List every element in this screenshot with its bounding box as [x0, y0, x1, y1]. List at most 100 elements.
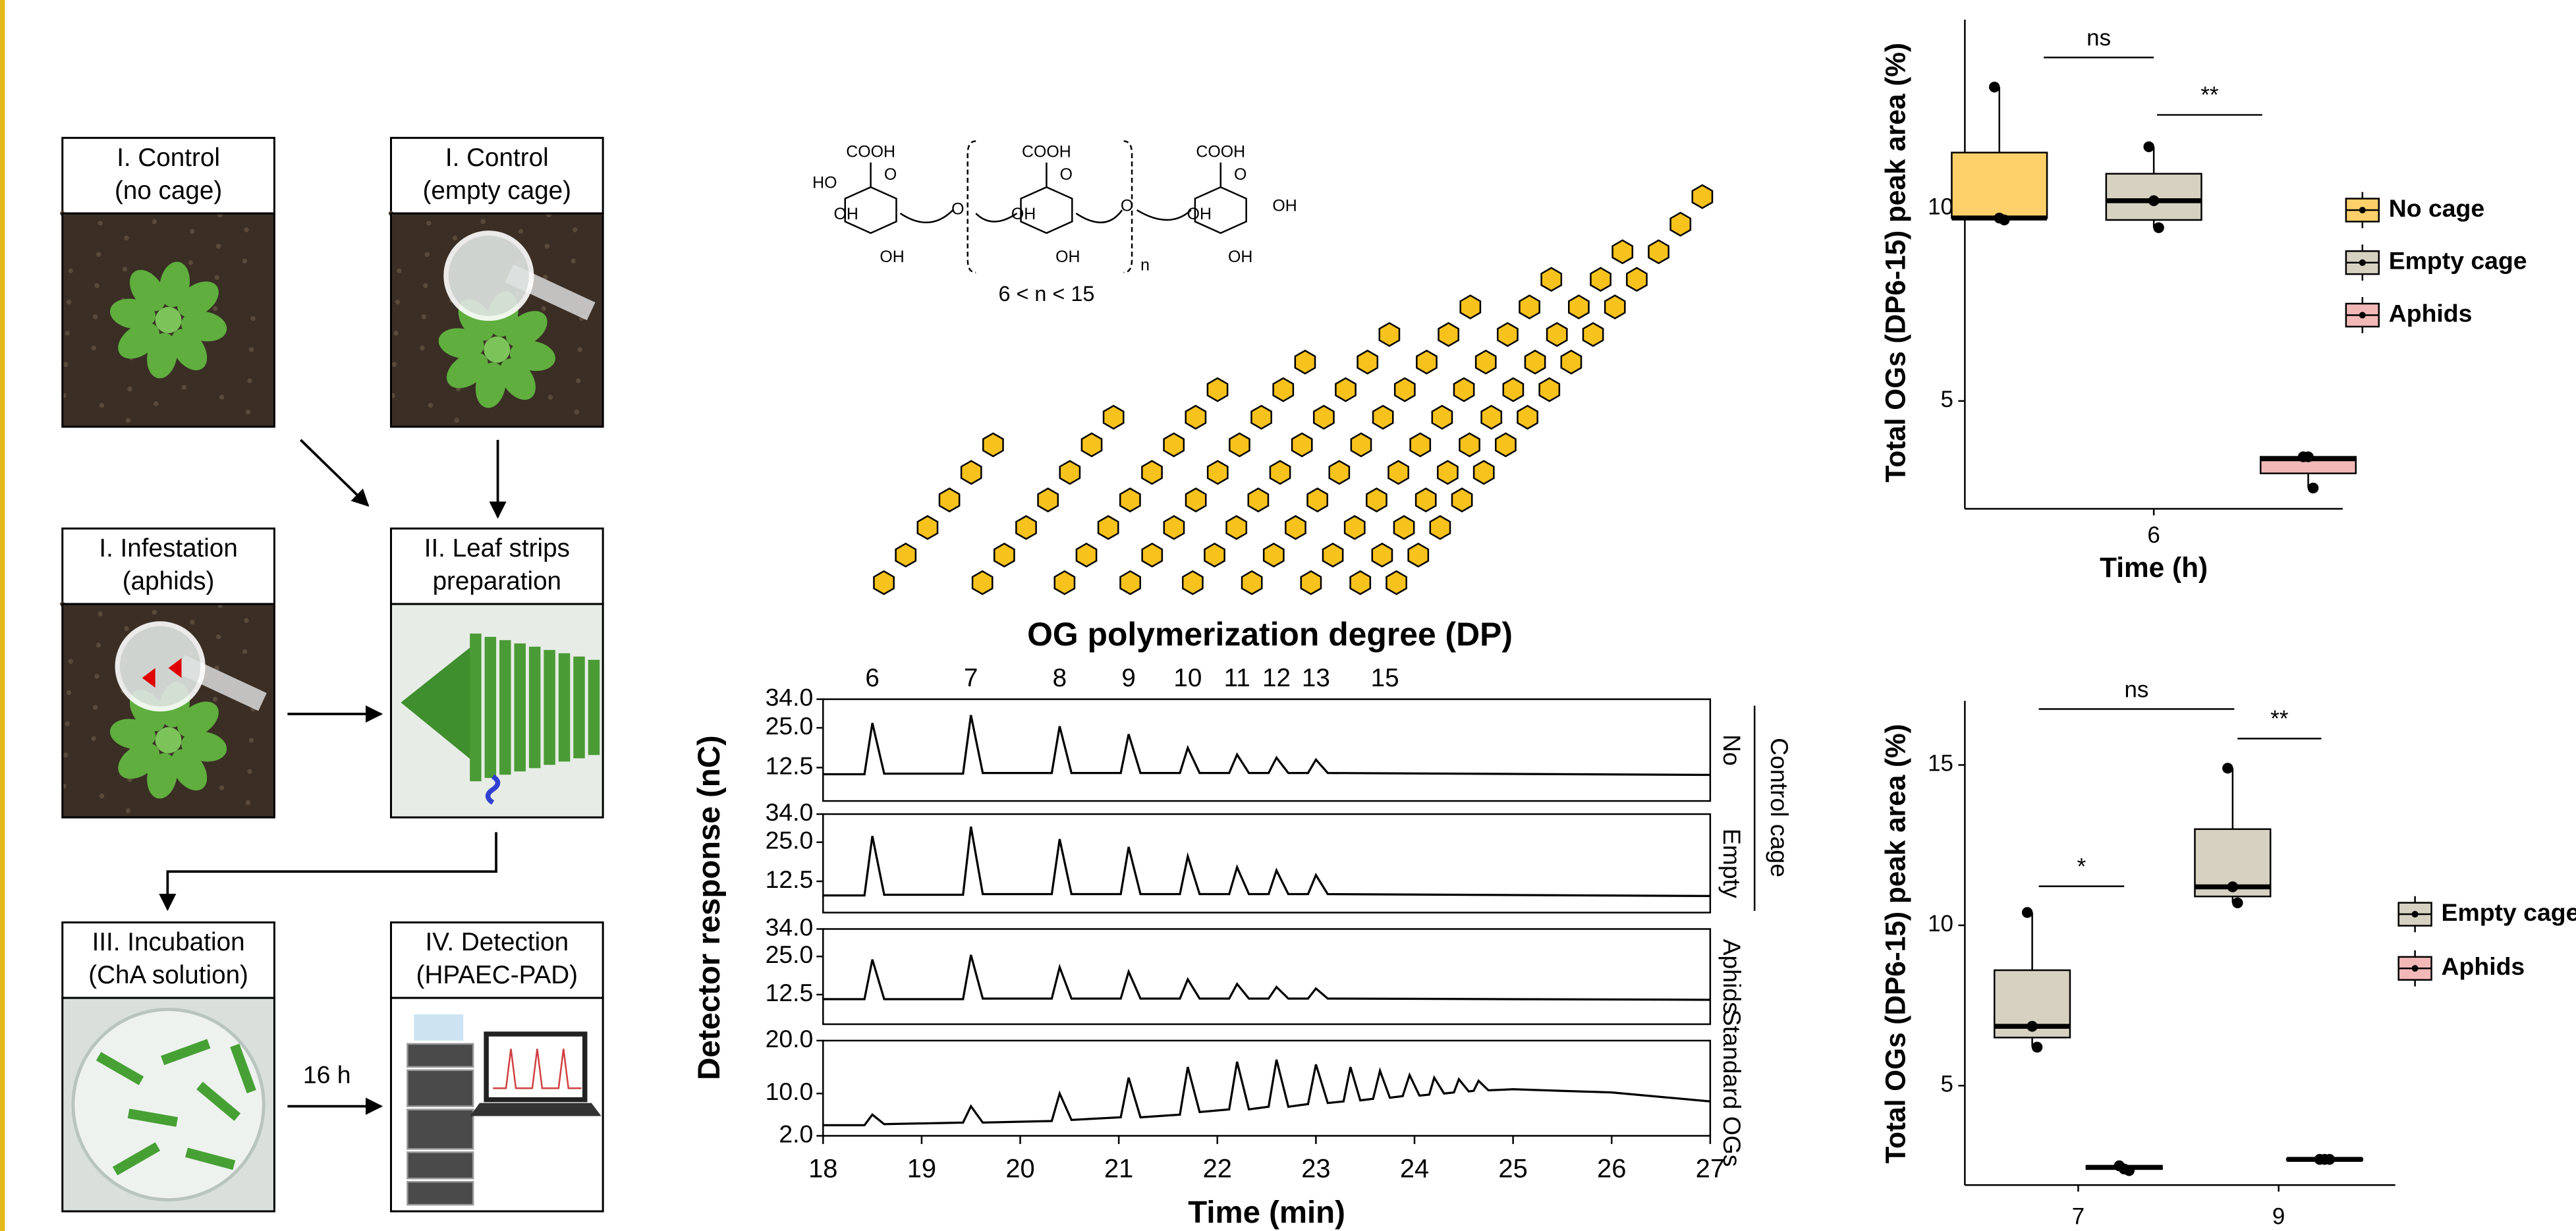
- atom-label: O: [884, 165, 897, 184]
- box: [1951, 151, 2048, 219]
- monomer: [1185, 487, 1207, 512]
- step-label: I. Control: [117, 144, 220, 172]
- structure-range: 6 < n < 15: [998, 282, 1094, 306]
- y-axis-label: Total OGs (DP6-15) peak area (%): [1880, 43, 1911, 483]
- monomer: [1648, 239, 1669, 265]
- atom-label: OH: [1187, 205, 1212, 223]
- monomer: [1438, 321, 1459, 347]
- soil-grain: [576, 378, 581, 383]
- leaf: [118, 743, 160, 779]
- y-tick-label: 12.5: [766, 752, 814, 779]
- step-header: [389, 921, 604, 999]
- point: [2027, 1021, 2038, 1032]
- soil-grain: [91, 736, 96, 742]
- panel-label: No: [1718, 734, 1746, 766]
- soil-grain: [188, 260, 194, 265]
- sugar-ring: [1194, 186, 1247, 234]
- monomer: [1241, 570, 1263, 595]
- dp-label: 7: [964, 664, 978, 692]
- group-label: Control cage: [1766, 738, 1793, 877]
- monomer: [1409, 432, 1432, 458]
- atom-label: O: [1121, 197, 1133, 215]
- y-tick-label: 5: [1941, 387, 1953, 412]
- leaf: [505, 311, 547, 347]
- soil-grain: [423, 283, 428, 288]
- atom-label: OH: [834, 205, 858, 223]
- dp-label: 12: [1262, 664, 1291, 692]
- panel-label: Aphids: [1718, 939, 1746, 1014]
- x-tick-label: 26: [1597, 1154, 1626, 1183]
- atom-label: OH: [1055, 248, 1080, 266]
- monomer: [1119, 570, 1141, 595]
- soil-grain: [92, 314, 98, 319]
- monomer: [1611, 239, 1634, 265]
- monomer: [1451, 487, 1473, 512]
- monomer: [1250, 404, 1272, 430]
- y-axis-label: Detector response (nC): [692, 735, 727, 1080]
- legend-label: Aphids: [2389, 299, 2473, 327]
- step-header: [389, 136, 604, 215]
- atom-label: n: [1140, 256, 1150, 274]
- atom-label: OH: [1228, 248, 1252, 266]
- monomer: [1371, 542, 1393, 568]
- oligomer-chain: [1182, 321, 1401, 595]
- y-tick-label: 25.0: [766, 712, 814, 740]
- soil-grain: [242, 649, 248, 655]
- dp-label: 10: [1173, 664, 1202, 692]
- cage: [443, 231, 534, 321]
- soil-grain: [66, 690, 72, 696]
- soil-grain: [248, 347, 254, 352]
- step-label: I. Infestation: [99, 534, 237, 562]
- monomer: [1300, 570, 1322, 595]
- monomer: [1431, 404, 1453, 430]
- monomer: [1459, 432, 1480, 458]
- leaf-strip: [127, 1108, 179, 1127]
- panel-frame: [822, 1039, 1712, 1137]
- monomer: [1386, 570, 1407, 595]
- bracket: [966, 140, 976, 273]
- monomer: [1546, 321, 1568, 347]
- monomer: [1669, 211, 1692, 237]
- leaf-strip: [528, 646, 541, 769]
- oligomer-chain: [1386, 184, 1714, 595]
- monomer: [1225, 515, 1248, 540]
- monomer: [1206, 377, 1229, 402]
- monomer: [1262, 542, 1285, 568]
- monomer: [1437, 460, 1459, 485]
- soil-grain: [454, 418, 459, 423]
- point: [2303, 451, 2314, 462]
- y-tick-label: 15: [1928, 751, 1953, 777]
- y-axis-label: Total OGs (DP6-15) peak area (%): [1880, 724, 1911, 1164]
- monomer: [1429, 515, 1451, 540]
- leaf-strip: [499, 640, 511, 775]
- panel-label: Standard OGs: [1718, 1010, 1746, 1167]
- monomer: [1206, 460, 1229, 485]
- soil-grain: [181, 385, 187, 390]
- photo: [391, 998, 603, 1212]
- panel-frame: [822, 928, 1712, 1026]
- instrument: [406, 1043, 474, 1068]
- step-label: (no cage): [115, 177, 222, 205]
- atom-label: O: [1060, 165, 1073, 184]
- legend-dot: [2411, 911, 2419, 918]
- monomer: [1568, 294, 1590, 319]
- x-tick-label: 22: [1203, 1154, 1232, 1183]
- atom-label: O: [1234, 165, 1246, 184]
- monomer: [1349, 570, 1372, 595]
- monomer: [1524, 349, 1546, 375]
- leaf: [177, 281, 219, 317]
- monomer: [1059, 460, 1081, 485]
- soil-grain: [452, 235, 458, 241]
- soil-grain: [65, 331, 70, 336]
- soil-grain: [426, 221, 432, 226]
- laptop-base: [470, 1103, 602, 1116]
- dp-label: 8: [1053, 664, 1067, 692]
- soil-grain: [212, 696, 218, 702]
- step-photo-frame: [61, 603, 275, 819]
- soil-grain: [92, 705, 98, 710]
- significance-label: **: [2200, 82, 2219, 108]
- x-axis-label: Time (min): [1188, 1195, 1345, 1230]
- soil-grain: [577, 347, 582, 352]
